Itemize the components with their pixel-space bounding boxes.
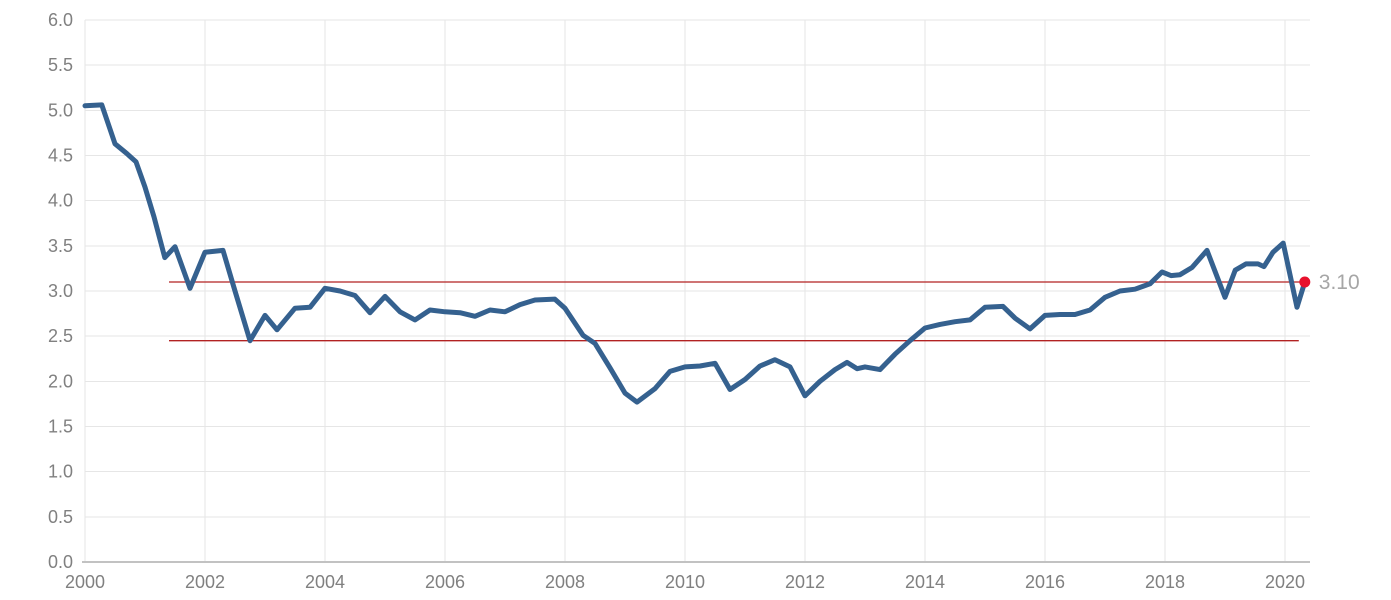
y-tick-label: 0.0 <box>48 552 73 572</box>
x-tick-label: 2010 <box>665 572 705 592</box>
x-tick-label: 2000 <box>65 572 105 592</box>
x-tick-label: 2012 <box>785 572 825 592</box>
x-tick-label: 2004 <box>305 572 345 592</box>
end-dot <box>1299 276 1311 288</box>
x-tick-label: 2018 <box>1145 572 1185 592</box>
x-tick-label: 2008 <box>545 572 585 592</box>
y-tick-label: 5.0 <box>48 100 73 120</box>
y-tick-label: 2.0 <box>48 371 73 391</box>
x-tick-label: 2016 <box>1025 572 1065 592</box>
x-tick-label: 2014 <box>905 572 945 592</box>
y-tick-label: 6.0 <box>48 10 73 30</box>
y-tick-label: 2.5 <box>48 326 73 346</box>
y-tick-label: 4.5 <box>48 146 73 166</box>
y-tick-label: 4.0 <box>48 191 73 211</box>
end-value-label: 3.10 <box>1319 271 1360 294</box>
y-tick-label: 0.5 <box>48 507 73 527</box>
y-tick-label: 5.5 <box>48 55 73 75</box>
y-tick-label: 3.5 <box>48 236 73 256</box>
x-tick-label: 2002 <box>185 572 225 592</box>
y-tick-label: 1.5 <box>48 417 73 437</box>
series-line <box>82 102 1308 405</box>
y-tick-label: 1.0 <box>48 462 73 482</box>
x-tick-label: 2020 <box>1265 572 1305 592</box>
x-tick-label: 2006 <box>425 572 465 592</box>
y-tick-label: 3.0 <box>48 281 73 301</box>
